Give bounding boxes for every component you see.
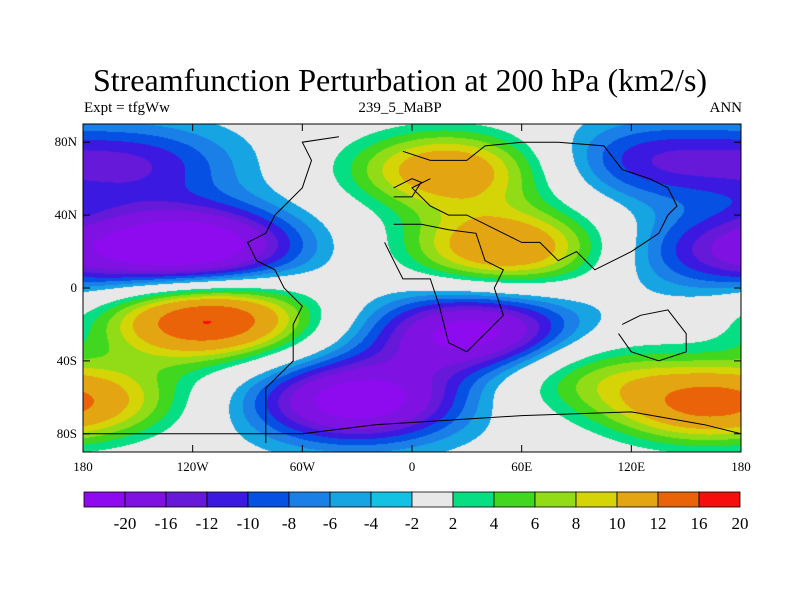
coastline-4 [83,411,741,435]
colorbar-label: -16 [155,514,178,533]
coastline-0 [246,136,339,443]
x-tick-label: 180 [73,459,93,474]
colorbar-swatch [411,491,454,508]
y-tick-label: 40S [57,353,77,368]
colorbar-swatch [493,491,536,508]
y-tick-label: 40N [55,207,78,222]
colorbar-label: -6 [323,514,337,533]
chart-title: Streamfunction Perturbation at 200 hPa (… [92,62,708,98]
y-tick-label: 80S [57,426,77,441]
x-tick-label: 120W [177,459,210,474]
coastline-2 [384,223,505,353]
colorbar-label: 16 [691,514,708,533]
colorbar-label: 8 [572,514,581,533]
colorbar-label: -4 [364,514,379,533]
colorbar-label: -10 [237,514,260,533]
y-tick-label: 0 [71,280,78,295]
colorbar-swatch [370,491,413,508]
colorbar: -20 -16 -12 -10 -8 -6 -4 -2 2 4 6 8 10 12 16 20 [83,491,749,533]
y-tick-label: 80N [55,134,78,149]
contour-field [83,124,741,452]
y-axis: 80N 40N 0 40S 80S [55,134,741,441]
colorbar-label: 12 [650,514,667,533]
subtitle-left: Expt = tfgWw [84,100,170,116]
x-axis: 180 120W 60W 0 60E 120E 180 [73,124,751,474]
colorbar-swatch [329,491,372,508]
colorbar-label: 6 [531,514,540,533]
colorbar-label: 4 [490,514,499,533]
colorbar-swatch [698,491,741,508]
colorbar-label: 10 [609,514,626,533]
coastlines [83,136,741,443]
coastline-1 [402,141,678,271]
x-tick-label: 60E [511,459,532,474]
x-tick-label: 0 [409,459,416,474]
colorbar-swatch [206,491,249,508]
colorbar-label: 2 [449,514,458,533]
colorbar-label: -2 [405,514,419,533]
x-tick-label: 120E [618,459,646,474]
colorbar-swatch [124,491,167,508]
x-tick-label: 180 [731,459,751,474]
colorbar-label: -12 [196,514,219,533]
colorbar-swatch [165,491,208,508]
colorbar-swatch [247,491,290,508]
subtitle-right: ANN [709,100,743,116]
x-tick-label: 60W [290,459,316,474]
subtitle-center: 239_5_MaBP [358,100,442,116]
colorbar-label: -8 [282,514,296,533]
colorbar-swatch [616,491,659,508]
coastline-5 [393,178,422,198]
colorbar-swatch [452,491,495,508]
colorbar-label: -20 [114,514,137,533]
coastline-3 [618,309,687,362]
colorbar-swatch [83,491,126,508]
colorbar-swatch [534,491,577,508]
colorbar-swatch [575,491,618,508]
colorbar-label: 20 [732,514,749,533]
colorbar-swatch [657,491,700,508]
colorbar-swatch [288,491,331,508]
